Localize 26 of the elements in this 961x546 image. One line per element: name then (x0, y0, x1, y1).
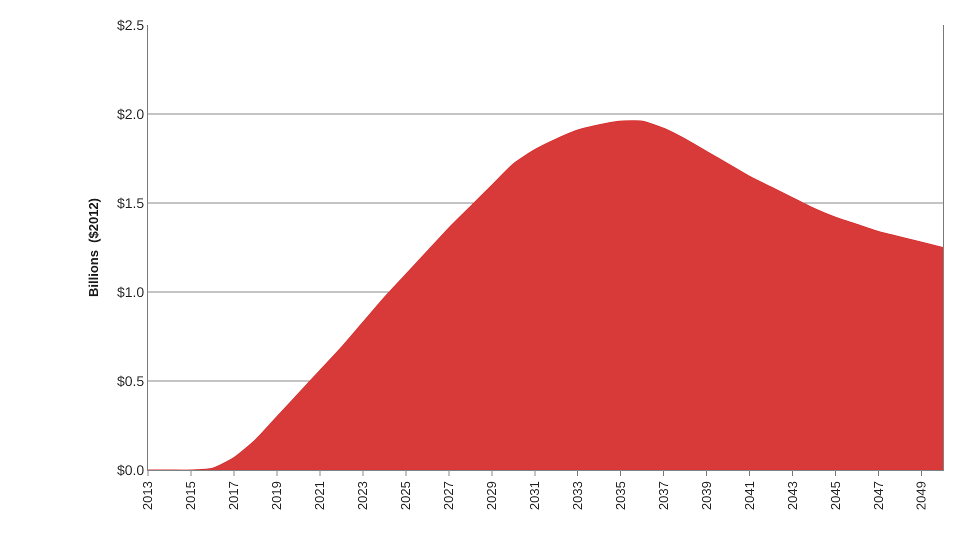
y-tick-label: $1.5 (116, 194, 144, 211)
x-tick-label: 2019 (269, 481, 284, 510)
y-tick-label: $2.5 (116, 16, 144, 33)
y-tick-label: $0.0 (116, 462, 144, 478)
x-tick-label: 2049 (914, 481, 929, 510)
y-tick-label: $0.5 (116, 372, 144, 389)
x-tick-label: 2013 (140, 481, 156, 510)
y-tick-label: $1.0 (116, 284, 144, 300)
x-tick-label: 2039 (698, 481, 714, 510)
x-tick-label: 2027 (441, 481, 456, 510)
x-tick-label: 2015 (183, 481, 198, 510)
x-tick-label: 2025 (398, 481, 414, 510)
x-tick-label: 2043 (784, 481, 800, 510)
x-tick-label: 2045 (828, 481, 843, 510)
x-tick-label: 2023 (355, 481, 370, 510)
x-tick-label: 2041 (742, 481, 757, 510)
x-tick-label: 2021 (312, 481, 328, 510)
x-tick-label: 2031 (526, 481, 542, 510)
x-tick-label: 2029 (484, 481, 500, 510)
x-tick-label: 2035 (612, 481, 628, 510)
x-tick-label: 2047 (870, 481, 886, 510)
y-tick-label: $2.0 (116, 106, 144, 122)
x-tick-label: 2033 (570, 481, 585, 510)
x-tick-label: 2017 (226, 481, 242, 510)
y-axis-title: Billions ($2012) (86, 198, 101, 297)
x-tick-label: 2037 (656, 481, 671, 510)
